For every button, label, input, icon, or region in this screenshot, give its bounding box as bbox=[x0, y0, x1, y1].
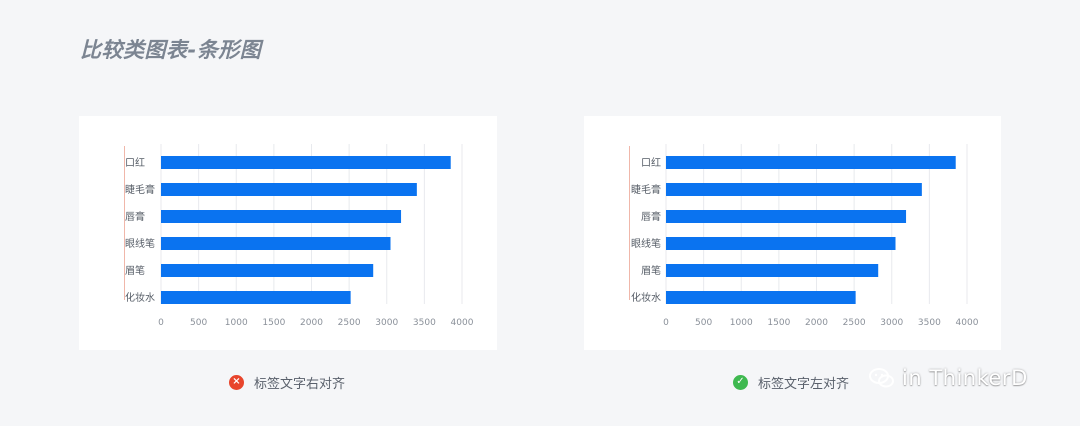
x-tick-label-left-5: 2500 bbox=[338, 318, 361, 328]
watermark: in ThinkerD bbox=[868, 366, 1028, 390]
bar-chart-left: 0 500 1000 1500 2000 2500 3000 3500 4000 口红睫毛膏唇膏眼… bbox=[124, 144, 474, 328]
bar-right-4 bbox=[666, 264, 879, 277]
bar-right-0 bbox=[666, 156, 956, 169]
category-label-right-2: 唇膏 bbox=[641, 210, 661, 223]
category-label-right-0: 口红 bbox=[641, 156, 661, 169]
x-tick-label-left-0: 0 bbox=[158, 318, 164, 328]
chart-panel-right: 0 500 1000 1500 2000 2500 3000 3500 4000 口红睫毛膏唇膏眼… bbox=[584, 116, 1001, 350]
bar-chart-right: 0 500 1000 1500 2000 2500 3000 3500 4000 口红睫毛膏唇膏眼… bbox=[629, 144, 979, 328]
bar-left-0 bbox=[161, 156, 451, 169]
chart-panel-left: 0 500 1000 1500 2000 2500 3000 3500 4000 口红睫毛膏唇膏眼… bbox=[79, 116, 497, 350]
category-label-left-1: 睫毛膏 bbox=[125, 183, 155, 196]
x-tick-label-right-4: 2000 bbox=[805, 318, 828, 328]
category-label-left-3: 眼线笔 bbox=[125, 237, 155, 250]
x-tick-label-left-2: 1000 bbox=[225, 318, 248, 328]
x-tick-label-left-7: 3500 bbox=[413, 318, 436, 328]
bar-right-2 bbox=[666, 210, 907, 223]
x-tick-label-right-3: 1500 bbox=[767, 318, 790, 328]
x-tick-label-left-8: 4000 bbox=[451, 318, 474, 328]
x-tick-label-right-7: 3500 bbox=[918, 318, 941, 328]
x-tick-label-right-6: 3000 bbox=[880, 318, 903, 328]
x-tick-label-left-3: 1500 bbox=[262, 318, 285, 328]
bar-left-5 bbox=[161, 291, 351, 304]
x-tick-label-right-5: 2500 bbox=[843, 318, 866, 328]
category-label-left-5: 化妆水 bbox=[125, 291, 155, 304]
x-tick-label-right-2: 1000 bbox=[730, 318, 753, 328]
caption-left-text: 标签文字右对齐 bbox=[254, 376, 346, 392]
category-label-left-0: 口红 bbox=[125, 156, 145, 169]
caption-right-text: 标签文字左对齐 bbox=[758, 376, 850, 392]
category-label-right-1: 睫毛膏 bbox=[631, 183, 661, 196]
category-label-right-3: 眼线笔 bbox=[631, 237, 661, 250]
category-label-right-5: 化妆水 bbox=[631, 291, 661, 304]
category-label-left-4: 眉笔 bbox=[125, 264, 145, 277]
wechat-icon bbox=[869, 368, 894, 388]
bar-left-2 bbox=[161, 210, 402, 223]
x-tick-label-left-4: 2000 bbox=[300, 318, 323, 328]
bar-right-3 bbox=[666, 237, 896, 250]
x-tick-label-left-1: 500 bbox=[190, 318, 207, 328]
page-title: 比较类图表-条形图 bbox=[80, 38, 262, 62]
x-tick-label-right-8: 4000 bbox=[956, 318, 979, 328]
category-label-left-2: 唇膏 bbox=[125, 210, 145, 223]
error-icon: × bbox=[229, 374, 244, 390]
caption-left: × 标签文字右对齐 bbox=[229, 372, 345, 392]
check-icon: ✓ bbox=[733, 374, 748, 390]
x-tick-label-right-1: 500 bbox=[695, 318, 712, 328]
bar-left-4 bbox=[161, 264, 374, 277]
bar-right-5 bbox=[666, 291, 856, 304]
bar-right-1 bbox=[666, 183, 922, 196]
bar-left-1 bbox=[161, 183, 417, 196]
watermark-text: in ThinkerD bbox=[902, 366, 1028, 390]
bar-left-3 bbox=[161, 237, 391, 250]
caption-right: ✓ 标签文字左对齐 bbox=[733, 372, 849, 392]
x-tick-label-right-0: 0 bbox=[663, 318, 669, 328]
x-tick-label-left-6: 3000 bbox=[375, 318, 398, 328]
category-label-right-4: 眉笔 bbox=[641, 264, 661, 277]
